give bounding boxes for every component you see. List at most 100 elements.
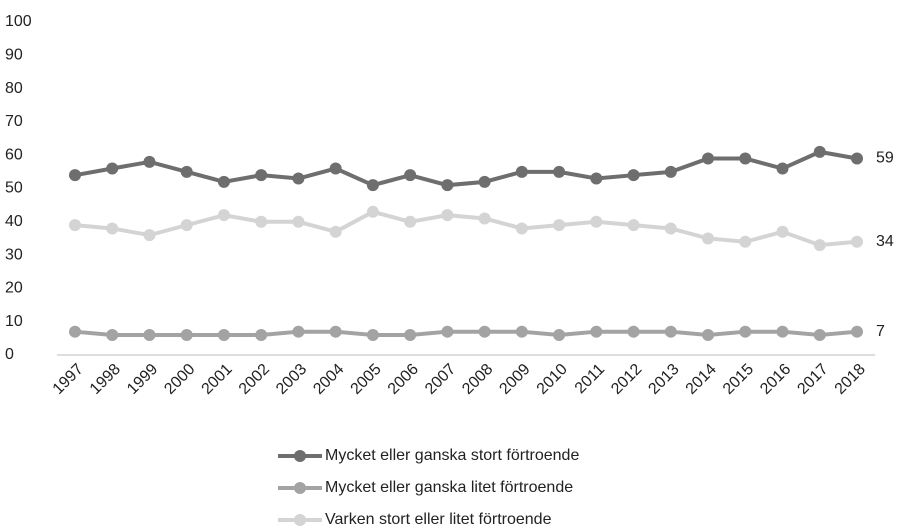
x-tick-label: 2002 bbox=[236, 361, 273, 398]
point-marker bbox=[590, 325, 603, 338]
point-marker bbox=[553, 329, 566, 342]
point-marker bbox=[664, 325, 677, 338]
point-marker bbox=[813, 239, 826, 252]
point-marker bbox=[627, 219, 640, 232]
point-marker bbox=[553, 219, 566, 232]
legend-marker bbox=[294, 482, 306, 494]
x-tick-label: 2005 bbox=[348, 361, 385, 398]
point-marker bbox=[255, 329, 268, 342]
x-tick-label: 2012 bbox=[608, 361, 645, 398]
point-marker bbox=[739, 152, 752, 165]
legend-marker bbox=[294, 514, 306, 526]
x-tick-label: 2016 bbox=[757, 361, 794, 398]
x-tick-label: 1998 bbox=[87, 361, 124, 398]
point-marker bbox=[813, 329, 826, 342]
point-marker bbox=[478, 212, 491, 225]
y-tick-label: 30 bbox=[5, 246, 23, 263]
point-marker bbox=[776, 162, 789, 175]
point-marker bbox=[366, 329, 379, 342]
point-marker bbox=[329, 162, 342, 175]
point-marker bbox=[776, 325, 789, 338]
y-tick-label: 70 bbox=[5, 113, 23, 130]
series-line bbox=[74, 149, 858, 188]
x-tick-label: 2004 bbox=[310, 361, 347, 398]
x-tick-label: 1999 bbox=[124, 361, 161, 398]
point-marker bbox=[366, 179, 379, 192]
y-tick-label: 100 bbox=[5, 13, 32, 30]
x-tick-label: 2009 bbox=[496, 361, 533, 398]
x-tick-label: 2011 bbox=[572, 361, 608, 397]
x-tick-label: 2014 bbox=[683, 361, 720, 398]
x-tick-label: 2008 bbox=[459, 361, 496, 398]
point-marker bbox=[180, 219, 193, 232]
x-tick-label: 2015 bbox=[720, 361, 757, 398]
x-tick-label: 2007 bbox=[422, 361, 459, 398]
point-marker bbox=[106, 329, 119, 342]
x-tick-label: 2000 bbox=[161, 361, 198, 398]
point-marker bbox=[478, 175, 491, 188]
point-marker bbox=[69, 219, 81, 232]
x-tick-label: 2001 bbox=[199, 361, 236, 398]
y-tick-label: 20 bbox=[5, 280, 23, 297]
y-tick-label: 10 bbox=[5, 313, 23, 330]
x-tick-label: 2003 bbox=[273, 361, 310, 398]
point-marker bbox=[851, 152, 863, 165]
point-marker bbox=[404, 329, 417, 342]
point-marker bbox=[106, 222, 119, 235]
end-label: 34 bbox=[876, 233, 894, 250]
point-marker bbox=[739, 235, 752, 248]
point-marker bbox=[69, 169, 81, 182]
point-marker bbox=[441, 179, 454, 192]
point-marker bbox=[69, 325, 81, 338]
legend-label: Mycket eller ganska litet förtroende bbox=[325, 479, 573, 496]
point-marker bbox=[180, 329, 193, 342]
point-marker bbox=[478, 325, 491, 338]
point-marker bbox=[851, 325, 863, 338]
point-marker bbox=[143, 329, 156, 342]
point-marker bbox=[664, 165, 677, 178]
end-label: 7 bbox=[876, 323, 885, 340]
point-marker bbox=[255, 169, 268, 182]
point-marker bbox=[292, 325, 305, 338]
point-marker bbox=[515, 222, 528, 235]
point-marker bbox=[776, 225, 789, 238]
point-marker bbox=[590, 172, 603, 185]
point-marker bbox=[441, 209, 454, 222]
point-marker bbox=[404, 215, 417, 228]
point-marker bbox=[702, 232, 715, 245]
point-marker bbox=[329, 225, 342, 238]
y-tick-label: 80 bbox=[5, 80, 23, 97]
point-marker bbox=[217, 209, 230, 222]
point-marker bbox=[739, 325, 752, 338]
point-marker bbox=[851, 235, 863, 248]
point-marker bbox=[292, 215, 305, 228]
x-tick-label: 2006 bbox=[385, 361, 422, 398]
series-line bbox=[74, 209, 858, 248]
legend-label: Mycket eller ganska stort förtroende bbox=[325, 447, 579, 464]
point-marker bbox=[702, 152, 715, 165]
point-marker bbox=[441, 325, 454, 338]
point-marker bbox=[404, 169, 417, 182]
point-marker bbox=[813, 145, 826, 158]
point-marker bbox=[702, 329, 715, 342]
point-marker bbox=[143, 229, 156, 242]
x-tick-label: 2013 bbox=[645, 361, 682, 398]
series-line bbox=[74, 329, 858, 338]
legend-marker bbox=[294, 450, 306, 462]
point-marker bbox=[627, 169, 640, 182]
point-marker bbox=[590, 215, 603, 228]
point-marker bbox=[664, 222, 677, 235]
y-tick-label: 90 bbox=[5, 47, 23, 64]
point-marker bbox=[106, 162, 119, 175]
point-marker bbox=[515, 325, 528, 338]
y-tick-label: 40 bbox=[5, 213, 23, 230]
end-label: 59 bbox=[876, 150, 894, 167]
x-tick-label: 2010 bbox=[534, 361, 571, 398]
x-tick-label: 2018 bbox=[832, 361, 869, 398]
legend-label: Varken stort eller litet förtroende bbox=[325, 511, 552, 527]
point-marker bbox=[627, 325, 640, 338]
point-marker bbox=[553, 165, 566, 178]
point-marker bbox=[515, 165, 528, 178]
point-marker bbox=[255, 215, 268, 228]
